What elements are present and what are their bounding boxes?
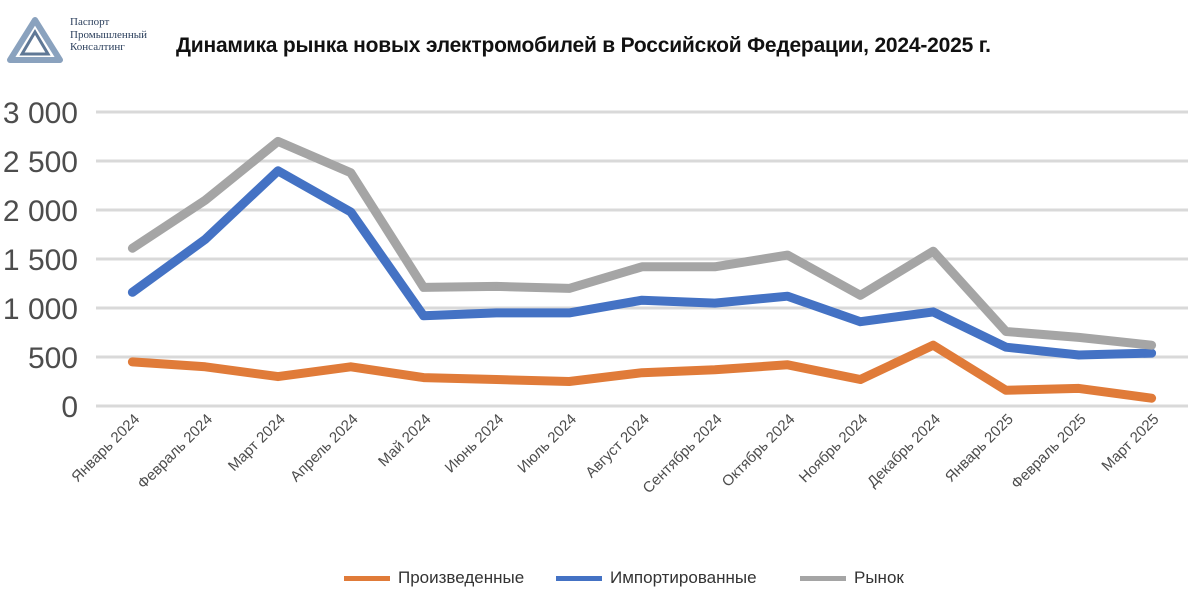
data-point [422,376,426,380]
data-point [567,380,571,383]
y-axis: 0 500 1 000 1 500 2 000 2 500 3 000 [3,97,78,424]
data-point [130,360,134,364]
legend-item-2: Импортированные [556,568,757,588]
data-point [713,368,717,372]
data-point [349,210,353,214]
data-point [931,343,935,347]
data-point [276,375,280,379]
x-tick-label: Январь 2025 [942,411,1017,486]
legend-label: Рынок [854,568,904,587]
x-tick-label: Октябрь 2024 [719,411,799,491]
y-tick-label: 3 000 [3,97,78,130]
data-point [786,253,790,257]
y-tick-label: 0 [61,391,78,424]
y-tick-label: 500 [28,342,78,375]
data-point [713,265,717,269]
data-point [786,294,790,298]
data-point [640,298,644,302]
data-point [1077,335,1081,339]
y-tick-label: 2 500 [3,146,78,179]
x-tick-label: Март 2025 [1098,411,1162,475]
data-point [858,320,862,324]
data-point [858,293,862,297]
data-point [494,284,498,288]
data-point [931,249,935,253]
triangle-logo-icon [7,17,63,63]
x-tick-label: Апрель 2024 [287,411,362,486]
y-tick-label: 2 000 [3,195,78,228]
data-point [1004,388,1008,392]
data-point [1150,343,1154,347]
logo-line-2: Промышленный [70,28,147,41]
data-point [203,237,207,241]
data-point [494,378,498,382]
data-point [713,301,717,305]
x-tick-label: Сентябрь 2024 [640,411,726,497]
data-point [422,314,426,318]
data-point [1004,330,1008,334]
x-tick-label: Ноябрь 2024 [796,411,871,486]
series-lines [127,136,1157,403]
data-point [203,198,207,202]
data-point [349,365,353,369]
data-point [349,171,353,175]
data-point [203,365,207,369]
legend-swatch [800,575,846,581]
data-point [1150,351,1154,355]
data-point [276,139,280,143]
x-tick-label: Февраль 2024 [134,411,216,493]
legend-item-1: Произведенные [344,568,524,588]
logo-line-1: Паспорт [70,16,110,28]
data-point [1077,353,1081,357]
data-point [494,311,498,315]
x-tick-label: Июнь 2024 [442,411,508,477]
x-tick-label: Июль 2024 [514,411,580,477]
grid-lines [96,110,1188,408]
data-point [858,378,862,382]
company-logo: Паспорт Промышленный Консалтинг [6,16,166,66]
data-point [276,169,280,173]
legend-label: Произведенные [398,568,525,587]
x-tick-label: Май 2024 [375,411,434,470]
x-tick-label: Февраль 2025 [1008,411,1090,493]
legend-item-3: Рынок [800,568,904,588]
x-tick-label: Декабрь 2024 [864,411,944,491]
data-point [1077,386,1081,390]
data-point [640,265,644,269]
chart-title: Динамика рынка новых электромобилей в Ро… [176,34,991,57]
x-tick-label: Январь 2024 [68,411,143,486]
x-tick-label: Март 2024 [225,411,289,475]
y-tick-label: 1 500 [3,244,78,277]
data-point [130,290,134,294]
data-point [640,371,644,375]
x-tick-label: Август 2024 [582,411,652,481]
chart-legend: Произведенные Импортированные Рынок [0,568,1200,592]
y-tick-label: 1 000 [3,293,78,326]
data-point [422,285,426,289]
logo-text: Паспорт Промышленный Консалтинг [70,16,147,54]
legend-swatch [344,575,390,581]
data-point [786,363,790,367]
legend-swatch [556,575,602,581]
logo-line-3: Консалтинг [70,41,125,53]
data-point [130,246,134,250]
data-point [931,310,935,314]
data-point [567,311,571,315]
data-point [1150,396,1154,400]
data-point [1004,345,1008,349]
data-point [567,286,571,290]
legend-label: Импортированные [610,568,757,587]
